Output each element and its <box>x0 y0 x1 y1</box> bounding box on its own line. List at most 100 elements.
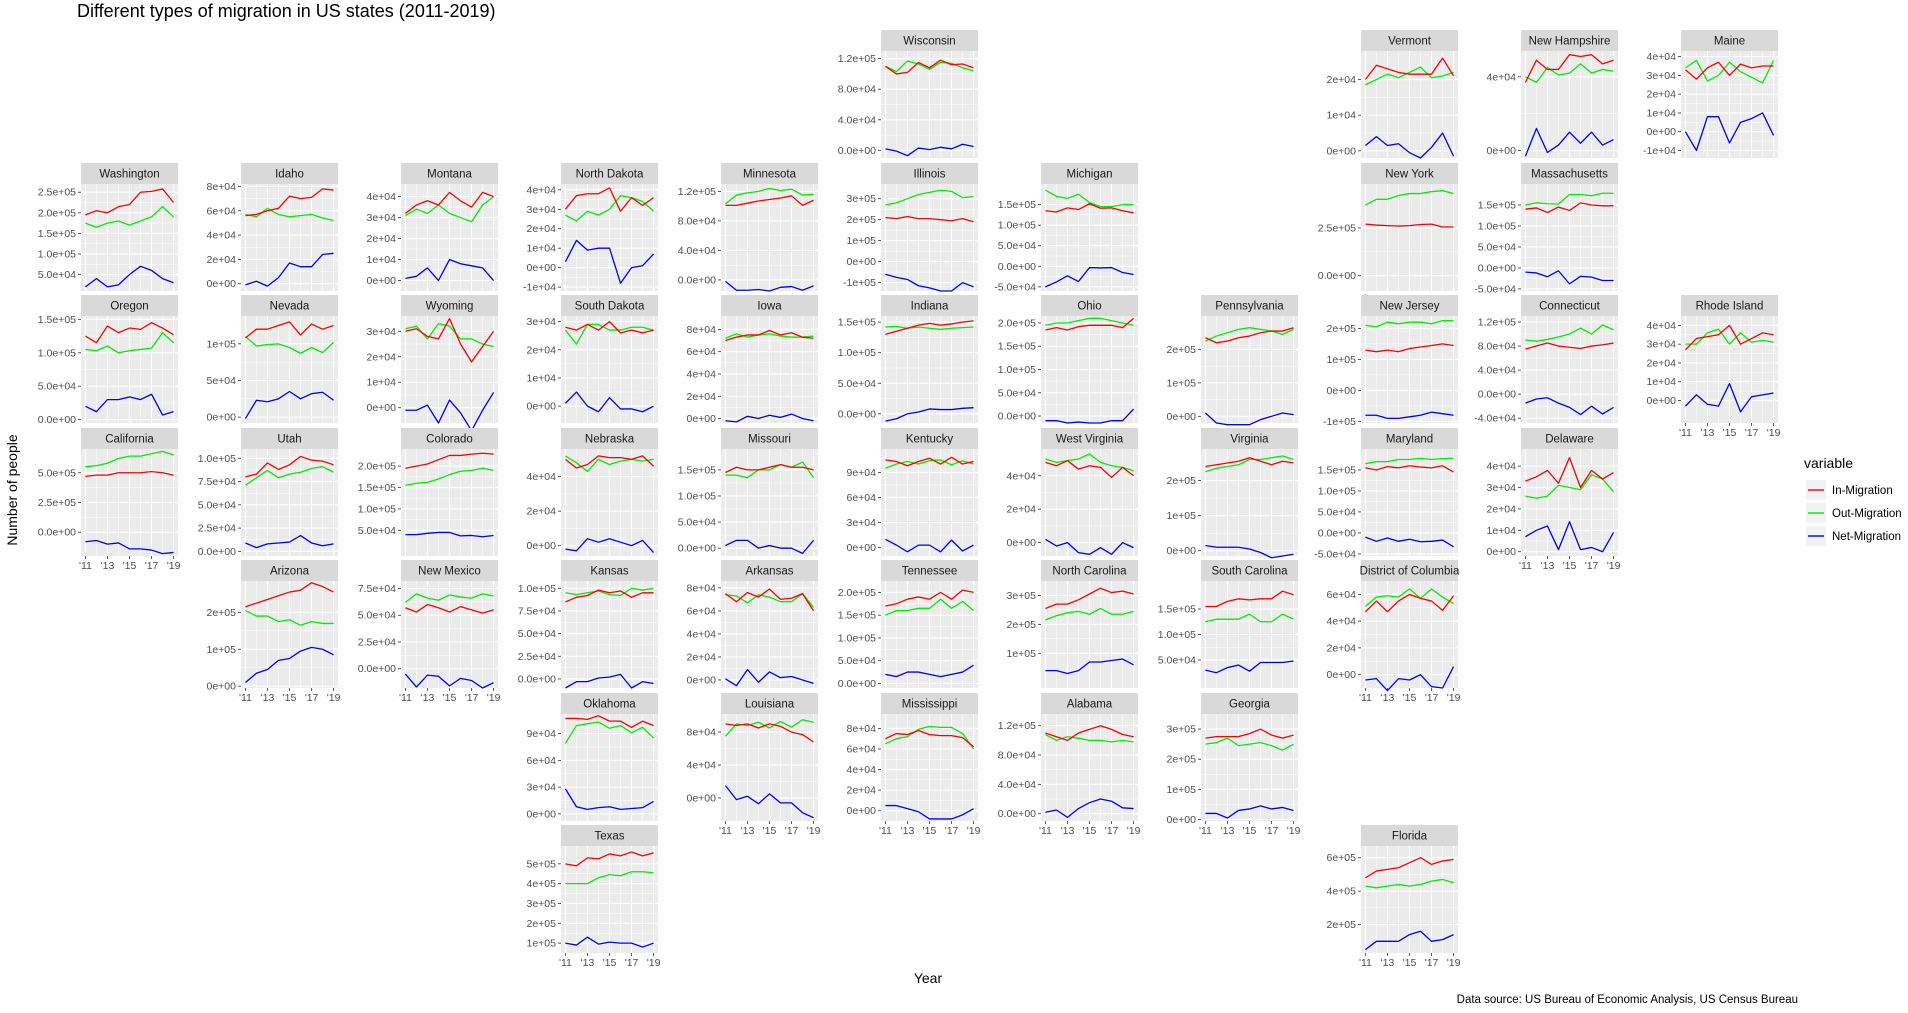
x-tick-label: '13 <box>1381 957 1395 969</box>
y-tick-label: 2.5e+04 <box>518 651 556 663</box>
y-tick-label: 6e+04 <box>847 743 877 755</box>
y-tick-label: 1.0e+05 <box>518 583 556 595</box>
series-line-in-migration <box>405 191 494 214</box>
y-tick-label: 2e+05 <box>1167 475 1197 487</box>
y-tick-label: 6e+04 <box>207 205 237 217</box>
series-line-in-migration <box>1365 343 1454 353</box>
series-line-in-migration <box>1525 342 1614 350</box>
y-tick-label: 1.5e+05 <box>358 482 396 494</box>
series-line-out-migration <box>1205 613 1294 623</box>
y-tick-label: 3e+04 <box>847 517 877 529</box>
facet-oregon: Oregon 0.0e+00 5.0e+04 1.0e+05 1.5e+05 <box>38 295 178 426</box>
x-tick-label: '17 <box>145 560 159 572</box>
y-tick-label: 5.0e+04 <box>358 525 396 537</box>
y-tick-label: 0.0e+00 <box>38 414 76 426</box>
facet-massachusetts: Massachusetts -5.0e+04 0.0e+00 5.0e+04 1.0e+… <box>1474 163 1618 295</box>
y-tick-label: 2e+05 <box>1327 323 1357 335</box>
y-tick-label: 8e+04 <box>687 582 717 594</box>
facet-strip-label: Maine <box>1714 36 1745 48</box>
y-tick-label: 2.5e+04 <box>198 523 236 535</box>
y-tick-label: 4e+04 <box>207 230 237 242</box>
facet-oklahoma: Oklahoma 0e+00 3e+04 6e+04 9e+04 <box>527 693 658 821</box>
y-tick-label: 1e+05 <box>207 338 237 350</box>
series-line-net-migration <box>245 252 334 287</box>
y-tick-label: 5.0e+05 <box>38 467 76 479</box>
facet-south-carolina: South Carolina 5.0e+04 1.0e+05 1.5e+05 <box>1158 560 1298 688</box>
facet-rhode-island: Rhode Island 0e+00 1e+04 2e+04 3e+04 4e+04 '11… <box>1647 295 1781 439</box>
series-line-in-migration <box>885 320 974 335</box>
y-tick-label: 0.0e+00 <box>678 274 716 286</box>
x-tick-label: '15 <box>443 692 457 704</box>
y-tick-label: 0e+00 <box>847 256 877 268</box>
y-tick-label: 8.0e+04 <box>838 84 876 96</box>
facet-strip <box>1201 428 1298 449</box>
series-line-in-migration <box>885 59 974 75</box>
series-line-in-migration <box>1365 465 1454 473</box>
facet-iowa: Iowa 0e+00 2e+04 4e+04 6e+04 8e+04 <box>687 295 818 425</box>
facet-maine: Maine -1e+04 0e+00 1e+04 2e+04 3e+04 4e+04 <box>1643 30 1778 158</box>
series-line-net-migration <box>1365 411 1454 420</box>
facet-strip <box>1361 825 1458 846</box>
y-tick-label: 5.0e+04 <box>1158 654 1196 666</box>
y-tick-label: 1e+05 <box>847 235 877 247</box>
series-line-net-migration <box>725 280 814 292</box>
series-line-out-migration <box>1205 327 1294 342</box>
series-line-out-migration <box>885 725 975 750</box>
y-tick-label: 3e+04 <box>1647 70 1677 82</box>
y-tick-label: 2e+04 <box>687 651 717 663</box>
facet-strip-label: Tennessee <box>902 566 958 578</box>
facet-strip <box>1361 295 1458 316</box>
series-line-out-migration <box>1525 324 1614 342</box>
x-tick-label: '13 <box>1541 560 1555 572</box>
series-line-in-migration <box>85 322 174 344</box>
series-line-net-migration <box>1525 521 1615 553</box>
facet-strip-label: West Virginia <box>1056 434 1124 446</box>
y-tick-label: 1.0e+05 <box>998 364 1036 376</box>
y-tick-label: 1.2e+05 <box>838 53 876 65</box>
x-tick-label: '13 <box>1381 692 1395 704</box>
x-tick-label: '11 <box>1359 957 1372 969</box>
y-tick-label: 2e+05 <box>207 607 237 619</box>
facet-strip <box>241 560 338 581</box>
facet-strip-label: Iowa <box>757 301 782 313</box>
series-line-out-migration <box>885 325 974 331</box>
series-line-in-migration <box>1045 460 1134 479</box>
x-tick-label: '19 <box>1447 692 1461 704</box>
series-line-out-migration <box>85 450 174 468</box>
facet-pennsylvania: Pennsylvania 0e+00 1e+05 2e+05 <box>1167 295 1298 426</box>
series-line-in-migration <box>725 723 814 743</box>
facet-strip <box>881 30 978 51</box>
facet-strip <box>1521 163 1618 184</box>
facet-strip-label: Kansas <box>590 566 629 578</box>
y-tick-label: 3e+04 <box>527 782 557 794</box>
y-tick-label: 7.5e+04 <box>358 583 396 595</box>
facet-tennessee: Tennessee 0.0e+00 5.0e+04 1.0e+05 1.5e+05 2.0… <box>838 560 978 690</box>
facet-kansas: Kansas 0.0e+00 2.5e+04 5.0e+04 7.5e+04 1.0e+0… <box>518 560 658 689</box>
series-line-out-migration <box>405 467 494 487</box>
facet-strip <box>81 428 178 449</box>
y-tick-label: 0.0e+00 <box>358 663 396 675</box>
facet-strip-label: Virginia <box>1230 434 1269 446</box>
facet-minnesota: Minnesota 0.0e+00 4.0e+04 8.0e+04 1.2e+05 <box>678 163 818 292</box>
y-tick-label: 5.0e+04 <box>38 381 76 393</box>
y-tick-label: 0e+00 <box>1327 385 1357 397</box>
y-tick-label: 4e+05 <box>1327 886 1357 898</box>
y-tick-label: 3e+04 <box>367 326 397 338</box>
legend-item-out-migration: Out-Migration <box>1806 503 1902 523</box>
facet-strip-label: South Carolina <box>1211 566 1288 578</box>
y-tick-label: 1.2e+05 <box>998 720 1036 732</box>
y-tick-label: 2e+05 <box>1167 344 1197 356</box>
facet-strip <box>561 560 658 581</box>
facet-strip-label: Maryland <box>1386 434 1433 446</box>
series-line-in-migration <box>1525 202 1614 214</box>
y-tick-label: 3e+04 <box>367 212 397 224</box>
facet-strip <box>561 295 658 316</box>
facet-virginia: Virginia 0e+00 1e+05 2e+05 <box>1167 428 1298 559</box>
facet-strip <box>1521 30 1618 51</box>
series-line-out-migration <box>565 587 654 597</box>
y-tick-label: 4e+04 <box>1647 51 1677 63</box>
facet-strip <box>401 560 498 581</box>
facet-panels: Wisconsin 0.0e+00 4.0e+04 8.0e+04 1.2e+05 Ver… <box>38 30 1781 969</box>
facet-alabama: Alabama 0.0e+00 4.0e+04 8.0e+04 1.2e+05 '11 '1… <box>998 693 1141 837</box>
y-tick-label: 2e+04 <box>367 351 397 363</box>
